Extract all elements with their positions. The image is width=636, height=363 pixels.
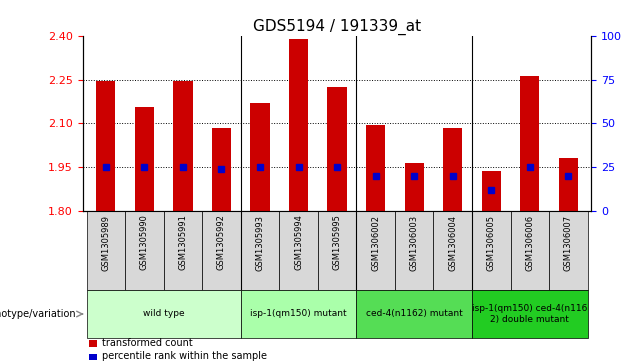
Bar: [328, 87, 347, 211]
Bar: [251, 103, 270, 211]
Text: GSM1305989: GSM1305989: [101, 215, 110, 270]
Bar: [511, 211, 549, 290]
Text: percentile rank within the sample: percentile rank within the sample: [102, 351, 266, 362]
Bar: [520, 76, 539, 211]
Text: GSM1305995: GSM1305995: [333, 215, 342, 270]
Text: GSM1306003: GSM1306003: [410, 215, 418, 271]
Bar: [86, 211, 125, 290]
Bar: [173, 81, 193, 211]
Text: transformed count: transformed count: [102, 338, 193, 348]
Bar: [558, 158, 578, 211]
Bar: [395, 211, 434, 290]
Text: GSM1306007: GSM1306007: [564, 215, 573, 271]
Bar: [163, 211, 202, 290]
Text: genotype/variation: genotype/variation: [0, 309, 76, 319]
Text: isp-1(qm150) ced-4(n116
2) double mutant: isp-1(qm150) ced-4(n116 2) double mutant: [472, 304, 588, 324]
Text: GSM1305994: GSM1305994: [294, 215, 303, 270]
Bar: [356, 211, 395, 290]
Text: GSM1305992: GSM1305992: [217, 215, 226, 270]
Bar: [318, 211, 356, 290]
Text: GSM1305991: GSM1305991: [179, 215, 188, 270]
Bar: [240, 290, 356, 338]
Bar: [549, 211, 588, 290]
Text: GSM1306004: GSM1306004: [448, 215, 457, 270]
Text: ced-4(n1162) mutant: ced-4(n1162) mutant: [366, 310, 462, 318]
Bar: [434, 211, 472, 290]
Bar: [135, 107, 154, 211]
Bar: [86, 290, 240, 338]
Text: GSM1305990: GSM1305990: [140, 215, 149, 270]
Bar: [472, 211, 511, 290]
Bar: [289, 39, 308, 211]
Bar: [240, 211, 279, 290]
Bar: [125, 211, 163, 290]
Bar: [279, 211, 318, 290]
Text: GSM1305993: GSM1305993: [256, 215, 265, 270]
Bar: [96, 81, 116, 211]
Bar: [404, 163, 424, 211]
Bar: [443, 128, 462, 211]
Bar: [472, 290, 588, 338]
Text: wild type: wild type: [143, 310, 184, 318]
Bar: [202, 211, 240, 290]
Text: isp-1(qm150) mutant: isp-1(qm150) mutant: [250, 310, 347, 318]
Text: GSM1306005: GSM1306005: [487, 215, 495, 270]
Bar: [481, 171, 501, 211]
Bar: [356, 290, 472, 338]
Text: GSM1306002: GSM1306002: [371, 215, 380, 270]
Bar: [366, 125, 385, 211]
Title: GDS5194 / 191339_at: GDS5194 / 191339_at: [253, 19, 421, 35]
Text: GSM1306006: GSM1306006: [525, 215, 534, 271]
Bar: [212, 128, 231, 211]
